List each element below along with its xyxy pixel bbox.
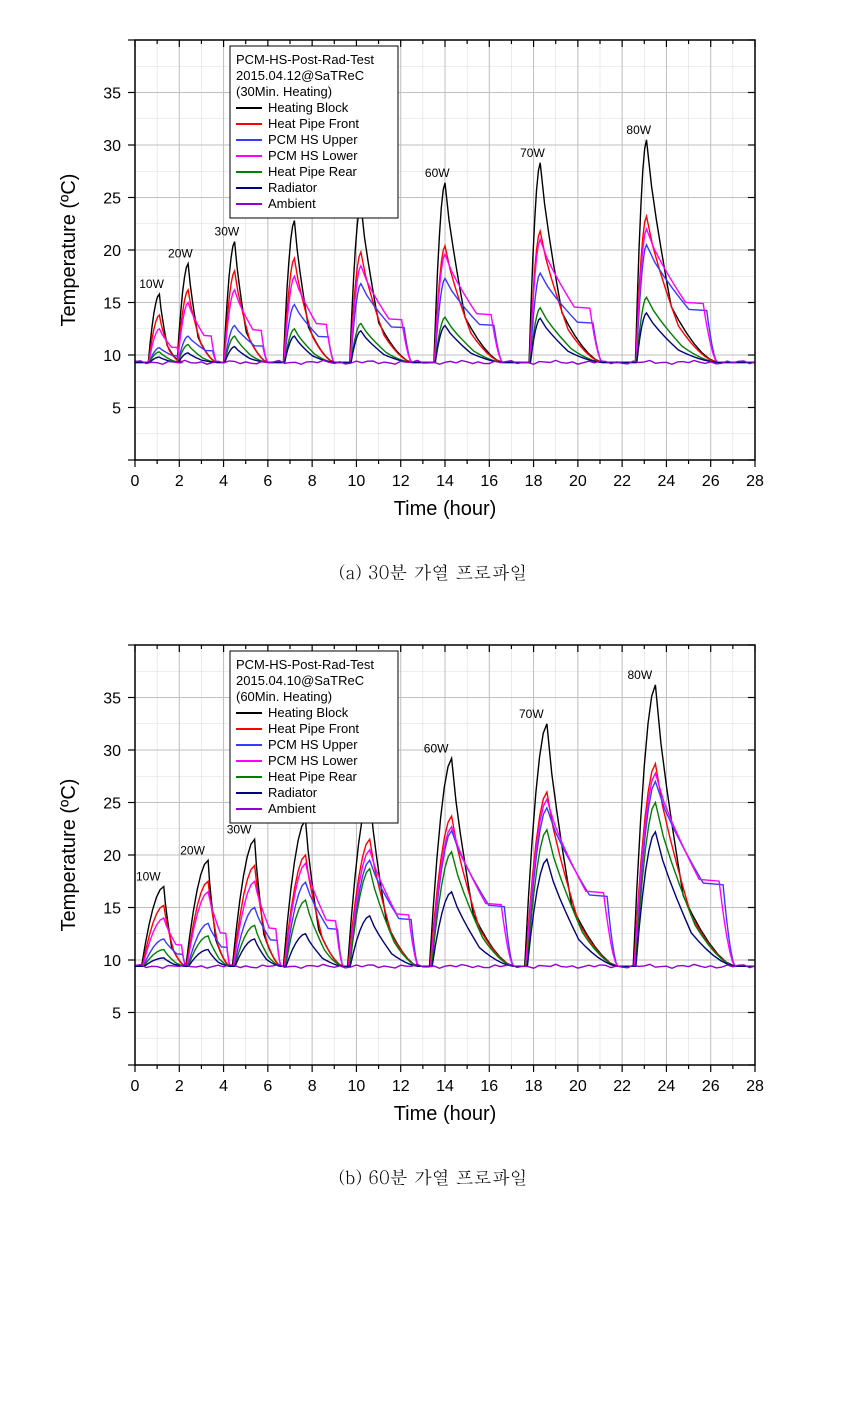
y-tick-label: 25 — [103, 796, 121, 813]
x-tick-label: 28 — [746, 1078, 764, 1095]
x-tick-label: 2 — [175, 1078, 184, 1095]
x-tick-label: 18 — [525, 473, 543, 490]
x-tick-label: 0 — [131, 473, 140, 490]
x-tick-label: 16 — [480, 473, 498, 490]
y-tick-label: 10 — [103, 953, 121, 970]
x-tick-label: 24 — [658, 1078, 676, 1095]
legend-item-label: PCM HS Lower — [268, 753, 358, 768]
x-tick-label: 10 — [348, 473, 366, 490]
legend-item-label: Ambient — [268, 801, 316, 816]
peak-label: 80W — [626, 123, 651, 137]
x-tick-label: 4 — [219, 1078, 228, 1095]
peak-label: 10W — [139, 277, 164, 291]
legend-header: (60Min. Heating) — [236, 689, 332, 704]
x-tick-label: 26 — [702, 1078, 720, 1095]
y-axis-label: Temperature (ºC) — [58, 174, 80, 327]
y-tick-label: 30 — [103, 138, 121, 155]
x-tick-label: 20 — [569, 473, 587, 490]
y-tick-label: 15 — [103, 901, 121, 918]
legend-item-label: PCM HS Lower — [268, 148, 358, 163]
legend-header: (30Min. Heating) — [236, 84, 332, 99]
legend-item-label: Heating Block — [268, 100, 349, 115]
peak-label: 10W — [136, 870, 161, 884]
x-tick-label: 8 — [308, 473, 317, 490]
chart-a-caption: (a) 30분 가열 프로파일 — [20, 560, 846, 585]
legend: PCM-HS-Post-Rad-Test2015.04.12@SaTReC(30… — [230, 46, 398, 218]
x-tick-label: 18 — [525, 1078, 543, 1095]
x-axis-label: Time (hour) — [394, 498, 497, 520]
legend-item-label: Heat Pipe Front — [268, 116, 359, 131]
chart-a: 10W20W30W40W50W60W70W80W0246810121416182… — [20, 20, 795, 535]
chart-b-container: 10W20W30W40W50W60W70W80W0246810121416182… — [20, 625, 846, 1190]
legend-item-label: PCM HS Upper — [268, 132, 358, 147]
x-tick-label: 6 — [263, 1078, 272, 1095]
peak-label: 70W — [519, 707, 544, 721]
x-tick-label: 16 — [480, 1078, 498, 1095]
legend-header: 2015.04.12@SaTReC — [236, 68, 364, 83]
y-tick-label: 20 — [103, 243, 121, 260]
legend-item-label: Heat Pipe Front — [268, 721, 359, 736]
y-tick-label: 35 — [103, 86, 121, 103]
peak-label: 30W — [227, 822, 252, 836]
y-tick-label: 15 — [103, 296, 121, 313]
peak-label: 70W — [520, 146, 545, 160]
y-tick-label: 20 — [103, 848, 121, 865]
x-tick-label: 24 — [658, 473, 676, 490]
y-tick-label: 30 — [103, 743, 121, 760]
x-tick-label: 12 — [392, 473, 410, 490]
peak-label: 80W — [628, 668, 653, 682]
x-tick-label: 4 — [219, 473, 228, 490]
x-tick-label: 6 — [263, 473, 272, 490]
legend-item-label: Radiator — [268, 180, 318, 195]
x-axis-label: Time (hour) — [394, 1103, 497, 1125]
y-tick-label: 25 — [103, 191, 121, 208]
chart-a-container: 10W20W30W40W50W60W70W80W0246810121416182… — [20, 20, 846, 585]
x-tick-label: 22 — [613, 1078, 631, 1095]
legend-header: 2015.04.10@SaTReC — [236, 673, 364, 688]
peak-label: 30W — [215, 225, 240, 239]
legend-item-label: Heat Pipe Rear — [268, 769, 358, 784]
y-axis-label: Temperature (ºC) — [58, 779, 80, 932]
legend-header: PCM-HS-Post-Rad-Test — [236, 52, 374, 67]
x-tick-label: 12 — [392, 1078, 410, 1095]
y-tick-label: 35 — [103, 691, 121, 708]
x-tick-label: 28 — [746, 473, 764, 490]
legend-item-label: Radiator — [268, 785, 318, 800]
x-tick-label: 26 — [702, 473, 720, 490]
legend-header: PCM-HS-Post-Rad-Test — [236, 657, 374, 672]
peak-label: 20W — [180, 843, 205, 857]
x-tick-label: 8 — [308, 1078, 317, 1095]
peak-label: 60W — [424, 741, 449, 755]
legend-item-label: PCM HS Upper — [268, 737, 358, 752]
chart-b: 10W20W30W40W50W60W70W80W0246810121416182… — [20, 625, 795, 1140]
y-tick-label: 5 — [112, 1006, 121, 1023]
legend-item-label: Heat Pipe Rear — [268, 164, 358, 179]
legend: PCM-HS-Post-Rad-Test2015.04.10@SaTReC(60… — [230, 651, 398, 823]
y-tick-label: 5 — [112, 401, 121, 418]
x-tick-label: 14 — [436, 473, 454, 490]
x-tick-label: 0 — [131, 1078, 140, 1095]
x-tick-label: 22 — [613, 473, 631, 490]
legend-item-label: Heating Block — [268, 705, 349, 720]
x-tick-label: 20 — [569, 1078, 587, 1095]
legend-item-label: Ambient — [268, 196, 316, 211]
x-tick-label: 10 — [348, 1078, 366, 1095]
x-tick-label: 14 — [436, 1078, 454, 1095]
chart-b-caption: (b) 60분 가열 프로파일 — [20, 1165, 846, 1190]
peak-label: 60W — [425, 166, 450, 180]
y-tick-label: 10 — [103, 348, 121, 365]
peak-label: 20W — [168, 247, 193, 261]
x-tick-label: 2 — [175, 473, 184, 490]
